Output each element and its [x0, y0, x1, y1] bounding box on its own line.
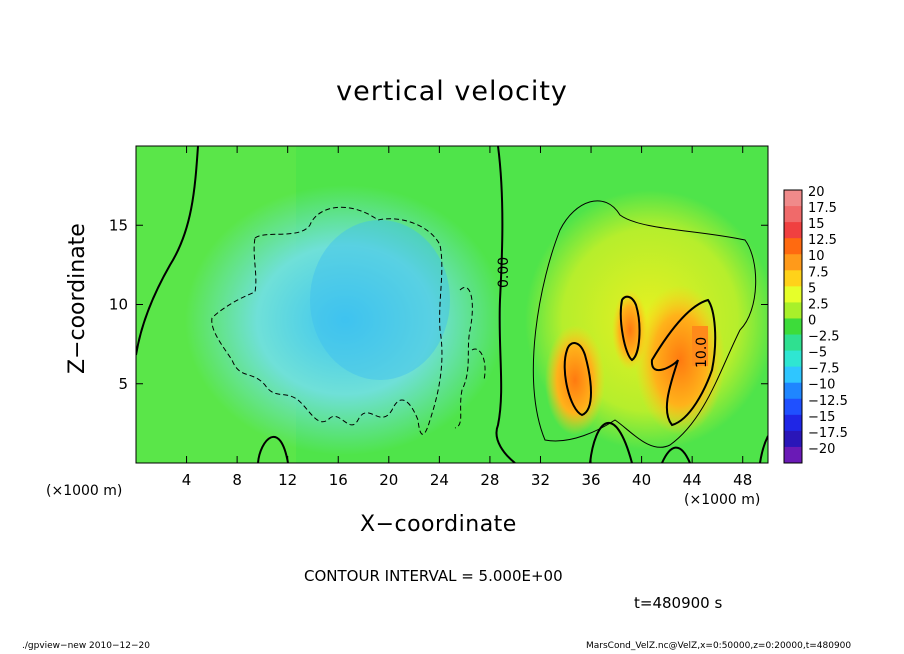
y-tick-label: 10: [109, 296, 128, 314]
colorbar-label: 5: [808, 281, 816, 296]
contour-interval-text: CONTOUR INTERVAL = 5.000E+00: [304, 567, 563, 585]
colorbar-swatch: [784, 270, 802, 287]
colorbar-swatch: [784, 318, 802, 336]
colorbar-label: −5: [808, 346, 827, 361]
colorbar-swatch: [784, 334, 802, 352]
colorbar-swatch: [784, 302, 802, 319]
contour-label-zero: 0.00: [496, 257, 512, 288]
x-tick-label: 12: [278, 471, 297, 489]
colorbar-swatch: [784, 206, 802, 223]
x-unit-label-left: (×1000 m): [46, 483, 123, 499]
contour-ten-a: [563, 342, 592, 417]
x-unit-label-right: (×1000 m): [684, 492, 761, 508]
colorbar-swatch: [784, 430, 802, 448]
colorbar-swatch: [784, 238, 802, 255]
colorbar-swatch: [784, 222, 802, 239]
colorbar-swatch: [784, 414, 802, 432]
chart-title: vertical velocity: [336, 76, 568, 107]
x-tick-label: 16: [329, 471, 348, 489]
y-axis-title: Z−coordinate: [65, 223, 90, 374]
x-tick-label: 8: [232, 471, 242, 489]
x-tick-label: 20: [379, 471, 398, 489]
x-tick-label: 36: [581, 471, 600, 489]
colorbar-swatch: [784, 286, 802, 303]
colorbar-label: 15: [808, 217, 825, 232]
colorbar-label: 12.5: [808, 233, 837, 248]
x-tick-label: 4: [182, 471, 192, 489]
x-tick-label: 24: [430, 471, 449, 489]
colorbar-swatch: [784, 190, 802, 207]
contour-label-ten: 10.0: [694, 337, 710, 368]
colorbar-swatch: [784, 382, 802, 400]
contour-lines: [136, 146, 768, 463]
y-tick-label: 15: [109, 216, 128, 234]
heatmap-field: [136, 146, 768, 463]
colorbar-label: 17.5: [808, 201, 837, 216]
contour-zero-left: [136, 146, 199, 356]
colorbar-label: −20: [808, 442, 835, 457]
colorbar-label: −17.5: [808, 426, 848, 441]
colorbar-label: 0: [808, 313, 816, 328]
colorbar-label: 2.5: [808, 297, 829, 312]
x-tick-label: 48: [733, 471, 752, 489]
contour-zero-middle: [495, 146, 516, 463]
colorbar-label: 10: [808, 249, 825, 264]
contour-ten-c: [650, 298, 717, 427]
x-tick-label: 44: [683, 471, 702, 489]
downdraft-region: [185, 185, 505, 455]
colorbar-label: 7.5: [808, 265, 829, 280]
colorbar-label: −15: [808, 410, 835, 425]
colorbar-label: −10: [808, 378, 835, 393]
contour-ten-b: [619, 295, 641, 362]
footer-source-label: MarsCond_VelZ.nc@VelZ,x=0:50000,z=0:2000…: [586, 641, 852, 651]
colorbar-frame: [783, 189, 803, 464]
colorbar-swatch: [784, 350, 802, 368]
colorbar-label: −2.5: [808, 330, 840, 345]
colorbar-swatch: [784, 446, 802, 464]
colorbar-swatch: [784, 366, 802, 384]
x-tick-label: 32: [531, 471, 550, 489]
x-axis-title: X−coordinate: [360, 512, 517, 537]
contour-negative-five: [211, 206, 443, 435]
colorbar-swatch: [784, 254, 802, 271]
colorbar-swatch: [784, 398, 802, 416]
colorbar-label: −12.5: [808, 394, 848, 409]
time-label: t=480900 s: [634, 594, 723, 612]
colorbar-label: 20: [808, 185, 825, 200]
y-tick-label: 5: [118, 375, 128, 393]
contour-five: [532, 200, 757, 448]
colorbar-label: −7.5: [808, 362, 840, 377]
x-tick-label: 40: [632, 471, 651, 489]
x-tick-label: 28: [480, 471, 499, 489]
footer-program-label: ./gpview−new 2010−12−20: [22, 641, 150, 651]
contour-label-ten-bg: [692, 326, 708, 366]
